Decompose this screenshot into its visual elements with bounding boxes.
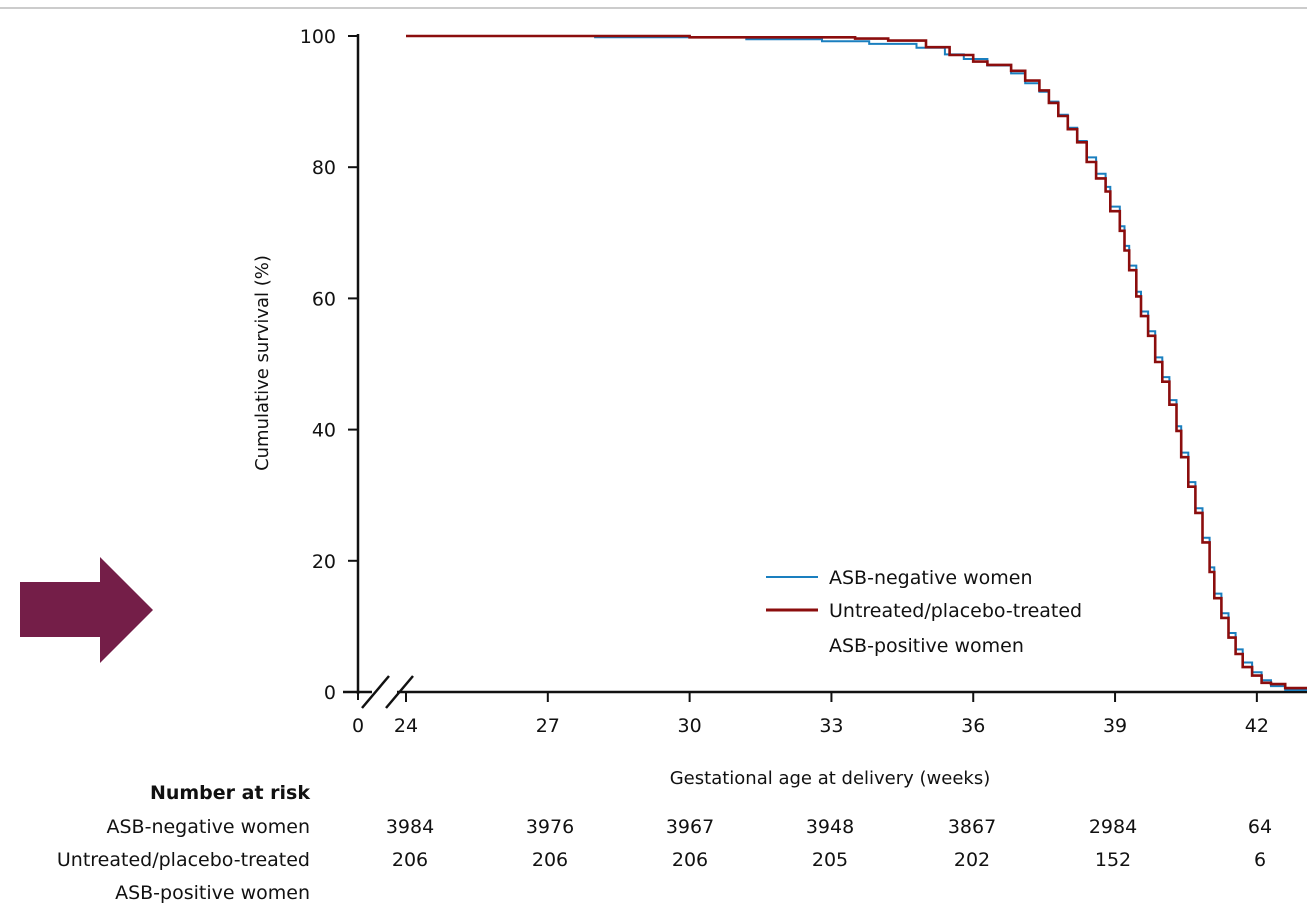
x-ticks: 24 27 30 33 36 39 42	[394, 692, 1269, 737]
y-axis-title: Cumulative survival (%)	[252, 255, 273, 471]
risk-row-label-asb-negative: ASB-negative women	[107, 816, 311, 838]
y-ticks: 0 20 40 60 80 100	[300, 26, 358, 704]
x-axis-title: Gestational age at delivery (weeks)	[670, 768, 991, 789]
risk-row-label-untreated-positive: Untreated/placebo-treated	[57, 849, 310, 871]
x-origin-label: 0	[352, 715, 364, 737]
risk-value: 205	[812, 849, 848, 871]
x-tick-label: 27	[536, 715, 560, 737]
risk-value: 3948	[806, 816, 854, 838]
risk-value: 206	[532, 849, 568, 871]
risk-value: 64	[1248, 816, 1272, 838]
risk-table: Number at risk ASB-negative women Untrea…	[57, 782, 1272, 904]
axis-break-mark	[361, 675, 390, 709]
x-tick-label: 24	[394, 715, 418, 737]
risk-value: 202	[954, 849, 990, 871]
risk-value: 152	[1095, 849, 1131, 871]
pointer-arrow-icon	[20, 557, 153, 663]
x-tick-label: 42	[1245, 715, 1269, 737]
legend: ASB-negative women Untreated/placebo-tre…	[766, 567, 1082, 657]
legend-label-untreated-positive: Untreated/placebo-treated	[829, 600, 1082, 622]
x-tick-label: 39	[1103, 715, 1127, 737]
legend-label-asb-negative: ASB-negative women	[829, 567, 1033, 589]
axis-break-mark	[385, 675, 414, 709]
risk-value: 3976	[526, 816, 574, 838]
series-layer	[406, 34, 1307, 691]
y-tick-label: 60	[312, 288, 336, 310]
risk-value: 3984	[386, 816, 434, 838]
y-tick-label: 0	[324, 682, 336, 704]
x-tick-label: 30	[678, 715, 702, 737]
risk-table-heading: Number at risk	[150, 782, 310, 804]
series-line-untreated-positive	[406, 34, 1307, 690]
series-line-asb-negative	[406, 35, 1307, 691]
risk-value: 3967	[666, 816, 714, 838]
risk-values: 3984 3976 3967 3948 3867 2984 64 206 206 206 205 20…	[386, 816, 1272, 871]
legend-label-untreated-positive-line2: ASB-positive women	[829, 635, 1024, 657]
y-tick-label: 40	[312, 420, 336, 442]
y-tick-label: 80	[312, 157, 336, 179]
risk-value: 206	[392, 849, 428, 871]
y-tick-label: 100	[300, 26, 336, 48]
risk-value: 206	[672, 849, 708, 871]
x-tick-label: 33	[819, 715, 843, 737]
x-tick-label: 36	[961, 715, 985, 737]
risk-value: 6	[1254, 849, 1266, 871]
risk-row-label-untreated-positive-line2: ASB-positive women	[115, 882, 310, 904]
risk-value: 2984	[1089, 816, 1137, 838]
y-tick-label: 20	[312, 551, 336, 573]
risk-value: 3867	[948, 816, 996, 838]
